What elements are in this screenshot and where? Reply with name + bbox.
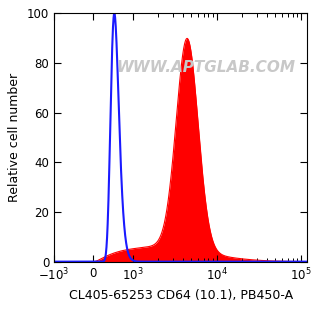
Y-axis label: Relative cell number: Relative cell number <box>8 73 21 202</box>
Text: WWW.APTGLAB.COM: WWW.APTGLAB.COM <box>116 60 296 75</box>
X-axis label: CL405-65253 CD64 (10.1), PB450-A: CL405-65253 CD64 (10.1), PB450-A <box>68 289 293 302</box>
